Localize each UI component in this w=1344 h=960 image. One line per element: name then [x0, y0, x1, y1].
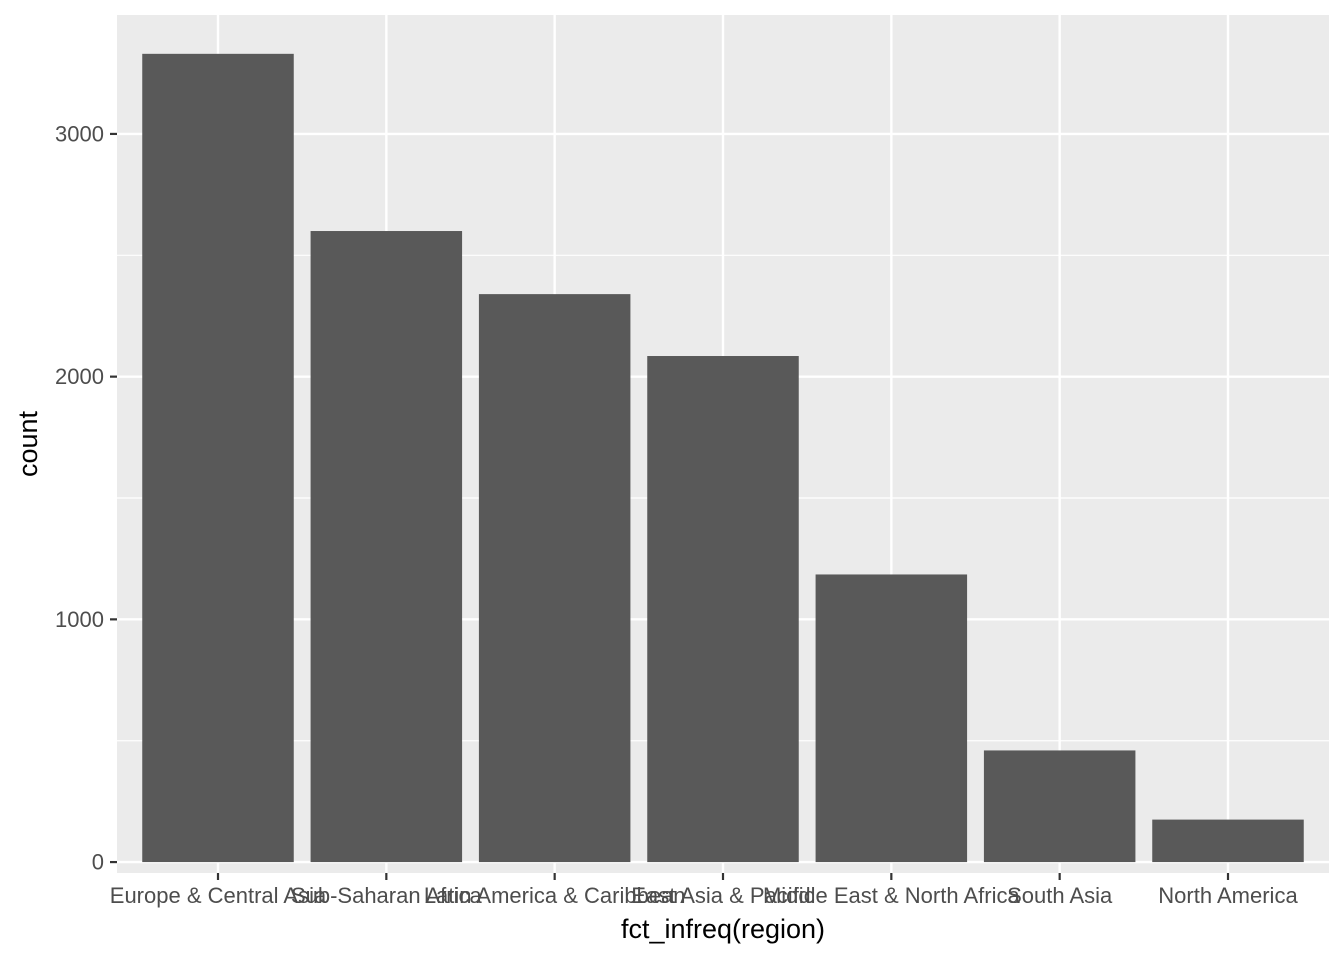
bar	[310, 231, 463, 863]
y-axis-title: count	[13, 410, 43, 477]
y-tick-label: 1000	[55, 607, 104, 632]
x-axis-title: fct_infreq(region)	[621, 914, 825, 944]
bar	[815, 574, 968, 863]
x-tick-label: South Asia	[1007, 883, 1113, 908]
x-tick-label: Latin America & Caribbean	[424, 883, 686, 908]
y-tick-label: 3000	[55, 121, 104, 146]
x-tick-label: Middle East & North Africa	[763, 883, 1021, 908]
bar	[478, 294, 631, 863]
y-tick-label: 2000	[55, 364, 104, 389]
bars	[142, 53, 1304, 863]
bar	[1152, 819, 1304, 863]
x-tick-label: Europe & Central Asia	[110, 883, 327, 908]
bar	[983, 750, 1136, 863]
x-tick-label: Sub-Saharan Africa	[291, 883, 483, 908]
bar	[142, 53, 294, 863]
x-tick-label: North America	[1158, 883, 1298, 908]
y-tick-label: 0	[92, 850, 104, 875]
bar	[647, 356, 799, 863]
x-tick-label: East Asia & Pacific	[631, 883, 814, 908]
y-axis: 0 1000 2000 3000	[55, 121, 117, 875]
